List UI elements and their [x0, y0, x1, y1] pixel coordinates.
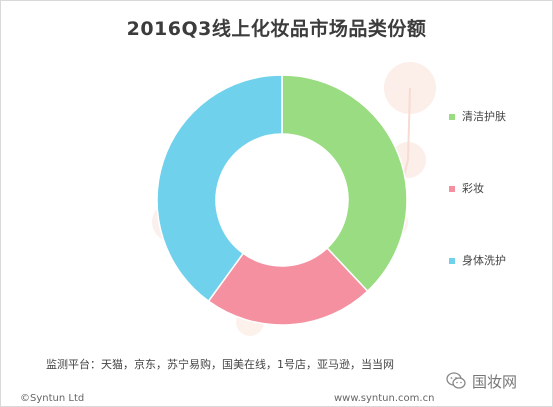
slice-1 — [207, 247, 369, 326]
legend-label: 彩妆 — [462, 182, 484, 195]
legend-label: 身体洗护 — [462, 254, 506, 267]
copyright-text: ©Syntun Ltd — [20, 393, 85, 404]
source-note: 监测平台：天猫，京东，苏宁易购，国美在线，1号店，亚马逊，当当网 — [46, 358, 394, 371]
legend-label: 清洁护肤 — [462, 110, 506, 123]
wechat-icon — [446, 372, 466, 389]
legend-swatch — [449, 186, 455, 192]
site-url: www.syntun.com.cn — [334, 393, 435, 404]
donut-slices — [156, 74, 408, 326]
legend-swatch — [449, 258, 455, 264]
legend-swatch — [449, 114, 455, 120]
chart-title: 2016Q3线上化妆品市场品类份额 — [126, 18, 427, 40]
slice-2 — [156, 74, 283, 303]
watermark-text: 国妆网 — [472, 373, 518, 391]
slice-0 — [281, 74, 408, 293]
